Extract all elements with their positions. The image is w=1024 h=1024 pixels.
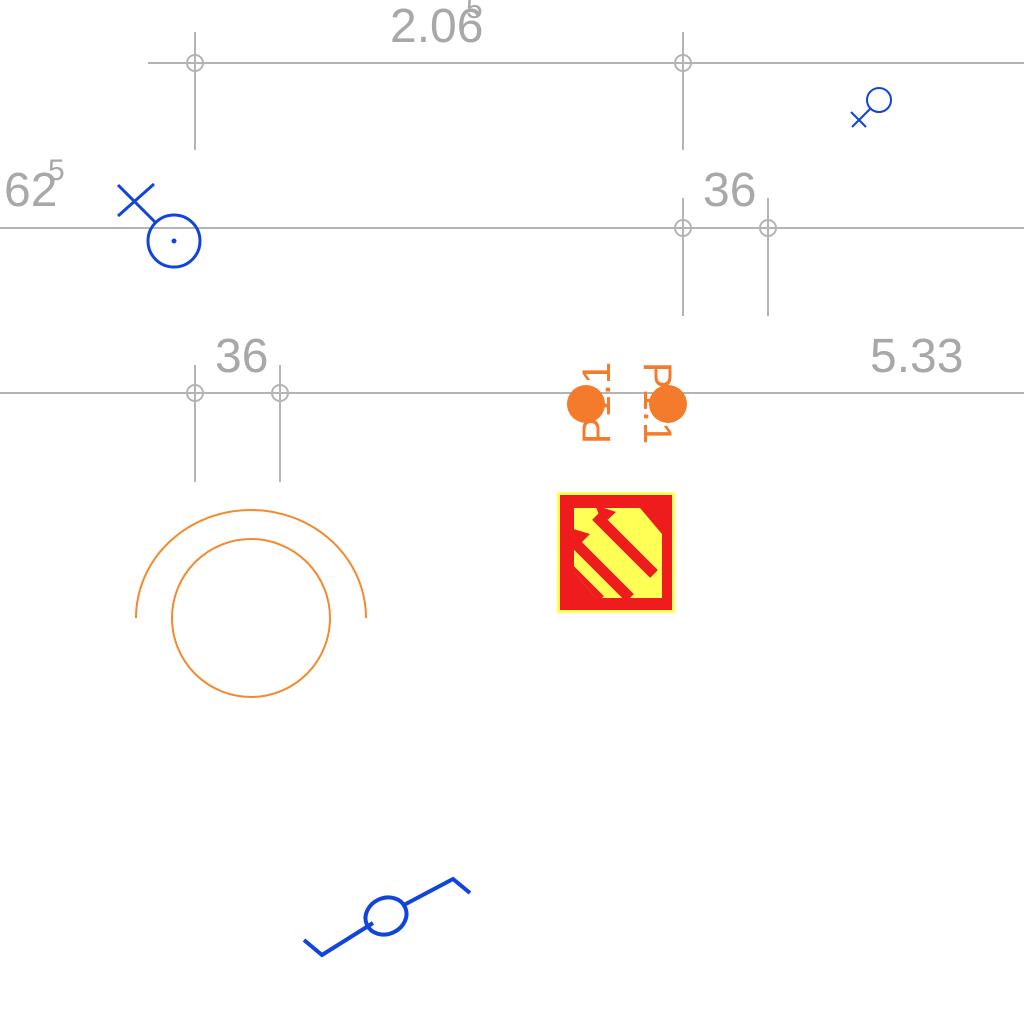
dimension-mid-right-value: 36 [703, 164, 756, 217]
small-male-symbol-icon [850, 87, 892, 128]
dimension-left-value: 62 [4, 164, 57, 217]
valve-symbol-icon [302, 876, 472, 958]
dimension-top-superscript: 5 [466, 0, 483, 25]
dimension-middle: 62 5 36 [0, 154, 1024, 316]
orange-point-marker-icon [567, 385, 687, 423]
dimension-top: 2.06 5 [148, 0, 1024, 150]
tag-right: P1.1 [635, 362, 679, 444]
dimension-mid-left-value: 36 [215, 330, 268, 383]
male-circle-symbol-icon [116, 182, 202, 269]
dimension-lower: 36 5.33 [0, 330, 1024, 482]
dimension-far-right-value: 5.33 [870, 330, 963, 383]
fire-exit-sign-icon [557, 492, 675, 613]
dimension-left-superscript: 5 [48, 154, 65, 187]
arc-circle-fixture-icon [135, 509, 367, 698]
dimension-top-value: 2.06 [390, 0, 483, 53]
tag-left: P1.1 [575, 362, 619, 444]
